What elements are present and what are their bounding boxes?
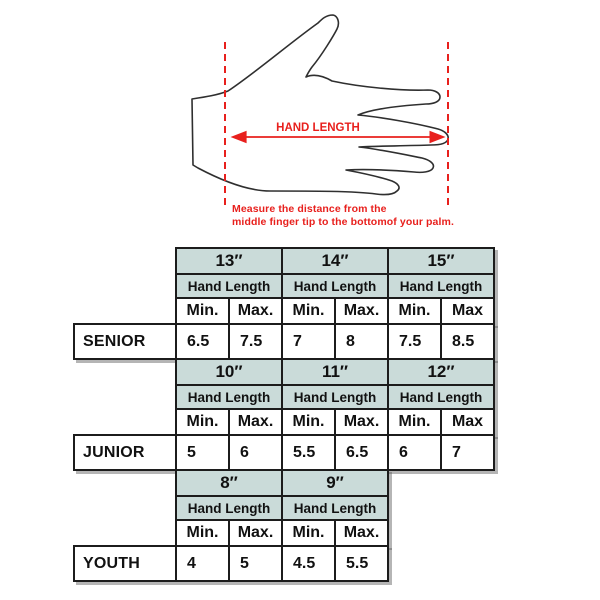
size-table: 13″ 14″ 15″ Hand Length Hand Length Hand… [73, 247, 495, 582]
min-header: Min. [389, 410, 440, 434]
max-header: Max. [336, 521, 387, 545]
hand-length-header: Hand Length [177, 497, 281, 519]
row-label: SENIOR [75, 325, 175, 358]
hand-outline-figure: HAND LENGTH [191, 14, 449, 205]
size-header: 13″ [177, 249, 281, 273]
measure-instructions: Measure the distance from the middle fin… [232, 203, 454, 229]
max-value: 6.5 [336, 436, 387, 469]
max-header: Max. [336, 299, 387, 323]
max-value: 7.5 [230, 325, 281, 358]
measure-instructions-line2: middle finger tip to the bottomof your p… [232, 216, 454, 228]
hand-length-header: Hand Length [389, 386, 493, 408]
size-header: 11″ [283, 360, 387, 384]
youth-row: YOUTH 4 5 4.5 5.5 [73, 545, 389, 582]
min-value: 4 [177, 547, 228, 580]
hand-length-header: Hand Length [283, 275, 387, 297]
senior-header: 13″ 14″ 15″ Hand Length Hand Length Hand… [175, 247, 495, 325]
max-value: 7 [442, 436, 493, 469]
size-header: 10″ [177, 360, 281, 384]
size-header: 15″ [389, 249, 493, 273]
max-value: 8 [336, 325, 387, 358]
hand-length-header: Hand Length [283, 386, 387, 408]
section-junior: 10″ 11″ 12″ Hand Length Hand Length Hand… [73, 358, 495, 471]
min-value: 5 [177, 436, 228, 469]
min-header: Min. [283, 521, 334, 545]
max-value: 8.5 [442, 325, 493, 358]
min-value: 6 [389, 436, 440, 469]
size-header: 12″ [389, 360, 493, 384]
hand-outline [191, 14, 449, 196]
min-value: 4.5 [283, 547, 334, 580]
section-youth: 8″ 9″ Hand Length Hand Length Min. Max. … [73, 469, 495, 582]
min-header: Min. [177, 299, 228, 323]
max-header: Max [442, 299, 493, 323]
hand-length-header: Hand Length [177, 275, 281, 297]
hand-length-header: Hand Length [389, 275, 493, 297]
measure-instructions-line1: Measure the distance from the [232, 203, 387, 215]
min-header: Min. [283, 299, 334, 323]
size-header: 14″ [283, 249, 387, 273]
max-header: Max [442, 410, 493, 434]
min-value: 7 [283, 325, 334, 358]
size-header: 9″ [283, 471, 387, 495]
row-label: YOUTH [75, 547, 175, 580]
youth-header: 8″ 9″ Hand Length Hand Length Min. Max. … [175, 469, 389, 547]
max-value: 5 [230, 547, 281, 580]
hand-length-header: Hand Length [283, 497, 387, 519]
max-header: Max. [336, 410, 387, 434]
hand-length-arrow-label: HAND LENGTH [276, 122, 360, 134]
min-header: Min. [177, 521, 228, 545]
min-value: 6.5 [177, 325, 228, 358]
max-header: Max. [230, 521, 281, 545]
min-header: Min. [283, 410, 334, 434]
senior-row: SENIOR 6.5 7.5 7 8 7.5 8.5 [73, 323, 495, 360]
min-value: 5.5 [283, 436, 334, 469]
hand-length-header: Hand Length [177, 386, 281, 408]
min-header: Min. [389, 299, 440, 323]
max-value: 5.5 [336, 547, 387, 580]
row-label: JUNIOR [75, 436, 175, 469]
max-header: Max. [230, 410, 281, 434]
min-value: 7.5 [389, 325, 440, 358]
size-header: 8″ [177, 471, 281, 495]
junior-header: 10″ 11″ 12″ Hand Length Hand Length Hand… [175, 358, 495, 436]
max-value: 6 [230, 436, 281, 469]
junior-row: JUNIOR 5 6 5.5 6.5 6 7 [73, 434, 495, 471]
min-header: Min. [177, 410, 228, 434]
max-header: Max. [230, 299, 281, 323]
section-senior: 13″ 14″ 15″ Hand Length Hand Length Hand… [73, 247, 495, 360]
